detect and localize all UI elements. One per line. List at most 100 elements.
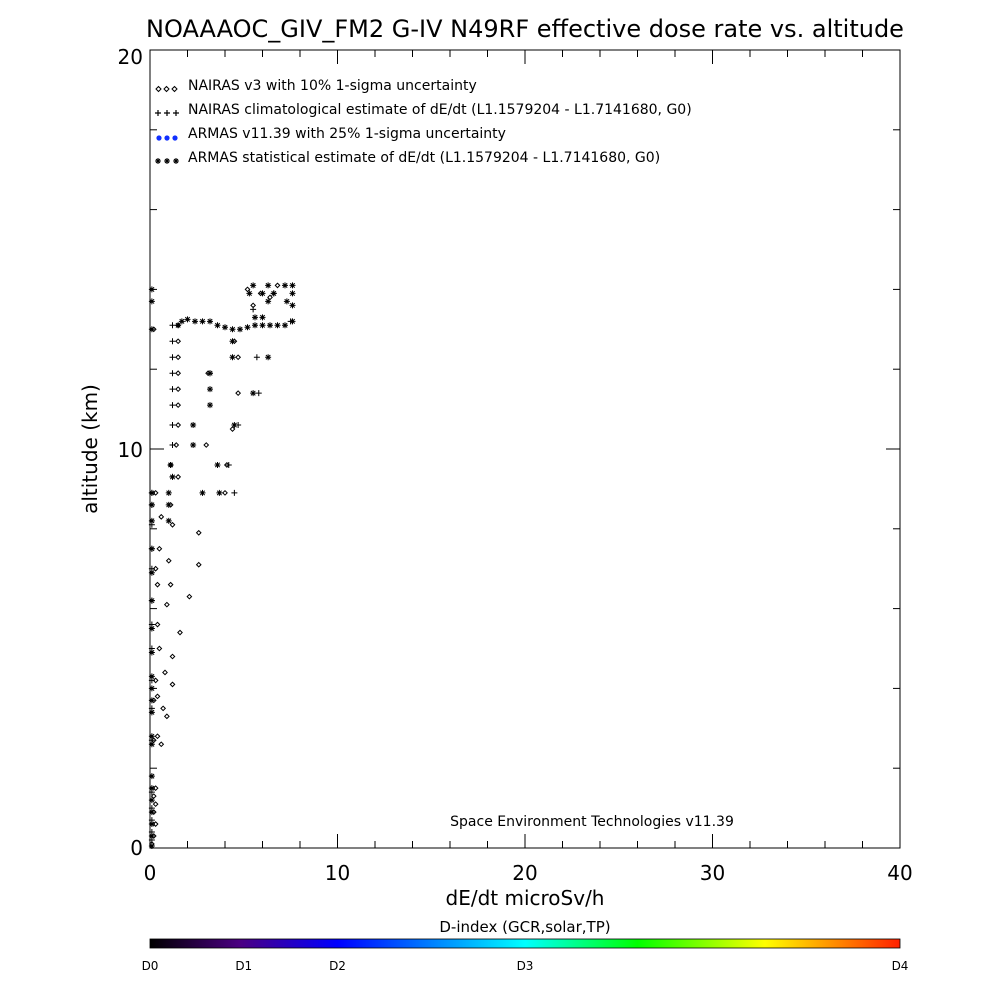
legend: NAIRAS v3 with 10% 1-sigma uncertainty N…: [155, 78, 692, 166]
point-asterisk: [229, 338, 236, 345]
point-diamond: [154, 733, 161, 740]
colorbar-tick-label: D0: [142, 959, 159, 973]
point-asterisk: [207, 370, 213, 377]
point-asterisk: [250, 282, 257, 289]
y-tick-label: 0: [130, 836, 143, 860]
legend-entry: NAIRAS climatological estimate of dE/dt …: [188, 102, 692, 118]
y-tick-labels: 0 10 20: [118, 45, 143, 860]
point-plus: [169, 386, 176, 393]
point-diamond: [152, 489, 159, 496]
point-diamond: [173, 442, 180, 448]
point-diamond: [244, 286, 251, 293]
x-tick-label: 10: [325, 861, 350, 885]
point-diamond: [175, 354, 182, 361]
point-asterisk: [148, 733, 155, 740]
point-asterisk: [175, 322, 182, 329]
point-diamond: [152, 821, 159, 827]
point-diamond: [177, 629, 183, 636]
point-asterisk: [229, 354, 236, 361]
point-asterisk: [148, 489, 155, 496]
point-asterisk: [148, 625, 155, 632]
point-asterisk: [148, 843, 155, 850]
point-asterisk: [274, 322, 281, 329]
point-diamond: [150, 737, 157, 744]
point-plus: [169, 402, 176, 409]
point-diamond: [203, 442, 210, 448]
colorbar-tick-label: D4: [892, 959, 909, 973]
point-asterisk: [165, 501, 172, 508]
point-asterisk: [267, 322, 273, 329]
point-asterisk: [270, 290, 277, 297]
point-diamond: [175, 370, 182, 377]
point-diamond: [222, 489, 228, 496]
point-diamond: [165, 557, 172, 564]
point-asterisk: [289, 282, 296, 289]
point-asterisk: [265, 282, 272, 289]
x-tick-label: 20: [512, 861, 537, 885]
point-diamond: [152, 785, 159, 792]
point-diamond: [175, 474, 182, 480]
point-plus: [250, 306, 257, 313]
point-diamond: [195, 529, 202, 536]
point-diamond: [169, 521, 176, 528]
point-asterisk: [148, 298, 155, 305]
point-asterisk: [259, 314, 266, 321]
point-asterisk: [199, 318, 206, 325]
point-asterisk: [190, 442, 197, 449]
point-diamond: [158, 513, 165, 520]
point-asterisk: [192, 318, 198, 325]
point-diamond: [186, 593, 193, 600]
point-asterisk: [289, 290, 296, 297]
point-plus: [169, 354, 176, 361]
point-diamond: [235, 354, 242, 361]
point-asterisk: [259, 322, 266, 329]
point-asterisk: [169, 473, 176, 480]
point-asterisk: [214, 461, 221, 468]
point-diamond: [156, 545, 163, 552]
point-asterisk: [148, 326, 155, 333]
point-asterisk: [148, 773, 155, 780]
point-diamond: [150, 793, 157, 800]
point-asterisk: [148, 649, 155, 656]
y-axis-label: altitude (km): [78, 384, 102, 514]
point-diamond: [158, 741, 165, 748]
point-diamond: [169, 653, 176, 660]
point-diamond: [154, 581, 161, 588]
point-asterisk: [259, 290, 266, 297]
point-plus: [225, 461, 232, 468]
x-axis-label: dE/dt microSv/h: [446, 886, 605, 910]
point-diamond: [169, 681, 176, 688]
point-asterisk: [252, 314, 258, 321]
point-asterisk: [207, 386, 213, 393]
point-asterisk: [148, 517, 155, 524]
colorbar: [149, 938, 901, 949]
point-plus: [169, 442, 176, 449]
point-asterisk: [214, 322, 221, 329]
point-diamond: [162, 669, 168, 676]
colorbar-tick-label: D3: [517, 959, 534, 973]
point-diamond: [152, 801, 159, 808]
point-plus: [169, 338, 176, 345]
point-diamond: [167, 581, 174, 588]
point-diamond: [156, 645, 163, 652]
point-diamond: [229, 426, 236, 432]
y-tick-label: 10: [118, 438, 143, 462]
point-plus: [255, 390, 262, 397]
point-asterisk: [252, 322, 258, 329]
point-diamond: [175, 402, 182, 409]
plot-frame: [149, 49, 901, 849]
point-asterisk: [184, 316, 191, 323]
point-diamond: [195, 561, 202, 568]
point-diamond: [274, 282, 281, 289]
point-diamond: [235, 390, 242, 397]
point-asterisk: [148, 545, 155, 552]
point-asterisk: [148, 833, 155, 840]
x-tick-label: 40: [887, 861, 912, 885]
point-asterisk: [165, 517, 172, 524]
x-tick-label: 30: [700, 861, 725, 885]
point-asterisk: [244, 324, 251, 331]
legend-entry: NAIRAS v3 with 10% 1-sigma uncertainty: [188, 78, 477, 94]
point-diamond: [163, 601, 170, 608]
point-asterisk: [148, 797, 155, 804]
point-asterisk: [148, 821, 155, 828]
